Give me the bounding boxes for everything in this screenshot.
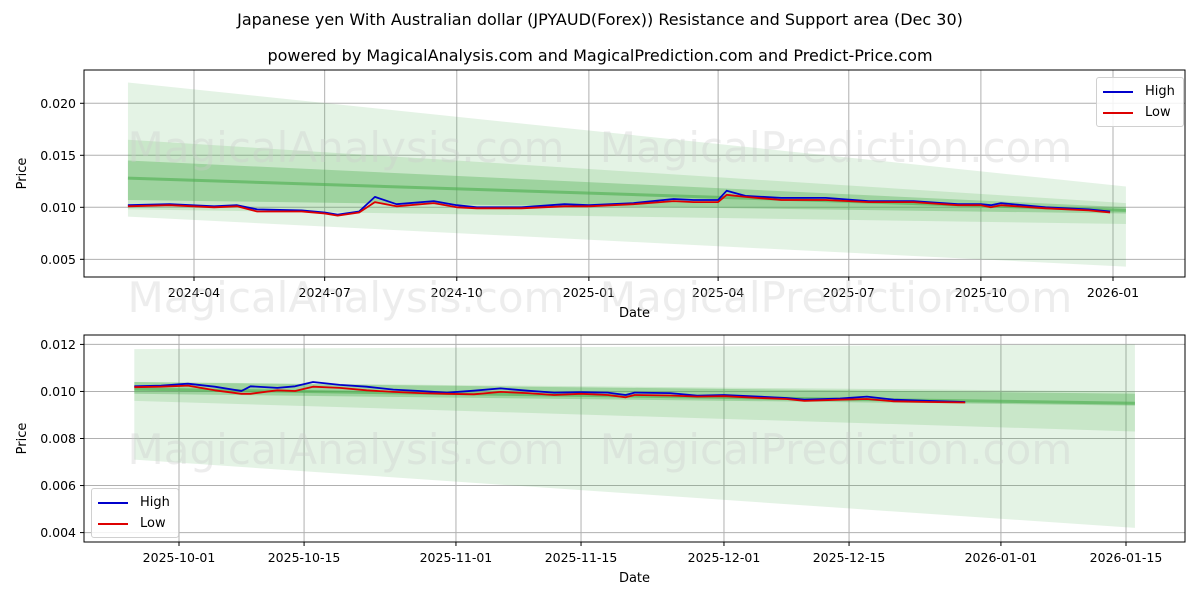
x-tick-label: 2025-10-01: [143, 550, 216, 565]
x-tick-label: 2026-01-01: [965, 550, 1038, 565]
chart-title: Japanese yen With Australian dollar (JPY…: [237, 10, 963, 29]
x-tick-label: 2025-11-01: [420, 550, 493, 565]
legend-item-high: High: [98, 492, 170, 513]
watermark-text: MagicalAnalysis.com: [128, 123, 565, 172]
x-tick-label: 2025-10-15: [268, 550, 341, 565]
series-low: [127, 193, 1111, 217]
x-axis-label: Date: [619, 306, 650, 321]
y-tick-label: 0.012: [40, 337, 76, 352]
legend-swatch-low: [1103, 111, 1133, 114]
y-tick-label: 0.010: [40, 384, 76, 399]
top-plot: 0.005 0.010 0.015 0.020 2024-04 2024-07 2024-1…: [15, 69, 1186, 322]
series-high: [134, 381, 966, 403]
chart-subtitle: powered by MagicalAnalysis.com and Magic…: [267, 46, 933, 65]
y-tick-label: 0.015: [40, 148, 76, 163]
center-trend-line: [134, 387, 1135, 405]
y-tick-label: 0.004: [40, 525, 76, 540]
legend-swatch-high: [1103, 90, 1133, 93]
watermark-text: MagicalAnalysis.com: [128, 425, 565, 474]
x-tick-label: 2025-12-15: [813, 550, 886, 565]
middle-band: [134, 382, 1135, 432]
x-tick-label: 2024-04: [168, 285, 220, 300]
y-tick-label: 0.010: [40, 200, 76, 215]
legend-item-low: Low: [98, 513, 170, 534]
legend-item-high: High: [1103, 81, 1175, 102]
legend-item-low: Low: [1103, 102, 1175, 123]
x-tick-label: 2026-01: [1087, 285, 1139, 300]
watermark-text: MagicalPrediction.com: [600, 273, 1073, 322]
x-tick-label: 2026-01-15: [1090, 550, 1163, 565]
x-tick-label: 2025-07: [823, 285, 875, 300]
x-tick-label: 2025-11-15: [545, 550, 618, 565]
x-tick-label: 2025-04: [692, 285, 744, 300]
x-tick-label: 2025-01: [563, 285, 615, 300]
watermark-text: MagicalAnalysis.com: [128, 273, 565, 322]
y-tick-label: 0.006: [40, 478, 76, 493]
x-tick-label: 2025-10: [955, 285, 1007, 300]
x-tick-label: 2024-10: [431, 285, 483, 300]
y-tick-label: 0.020: [40, 96, 76, 111]
legend-swatch-high: [98, 501, 128, 504]
legend-bottom: High Low: [91, 488, 179, 538]
legend-label-low: Low: [1145, 105, 1171, 120]
legend-label-high: High: [140, 495, 170, 510]
series-high: [127, 189, 1111, 216]
outer-band: [134, 344, 1135, 528]
series-low: [134, 384, 966, 404]
legend-top: High Low: [1096, 77, 1184, 127]
x-tick-label: 2024-07: [299, 285, 351, 300]
plot-frame: [83, 69, 1186, 278]
outer-band: [127, 82, 1126, 267]
bottom-plot: 0.004 0.006 0.008 0.010 0.012 2025-10-01 2025-…: [15, 334, 1186, 586]
x-tick-label: 2025-12-01: [688, 550, 761, 565]
legend-label-low: Low: [140, 516, 166, 531]
watermark-text: MagicalPrediction.com: [600, 425, 1073, 474]
y-axis-label: Price: [15, 423, 30, 455]
y-tick-label: 0.008: [40, 431, 76, 446]
x-axis-label: Date: [619, 571, 650, 586]
y-tick-label: 0.005: [40, 252, 76, 267]
legend-swatch-low: [98, 522, 128, 525]
legend-label-high: High: [1145, 84, 1175, 99]
y-axis-label: Price: [15, 158, 30, 190]
watermark-text: MagicalPrediction.com: [600, 123, 1073, 172]
plot-frame: [83, 334, 1186, 543]
